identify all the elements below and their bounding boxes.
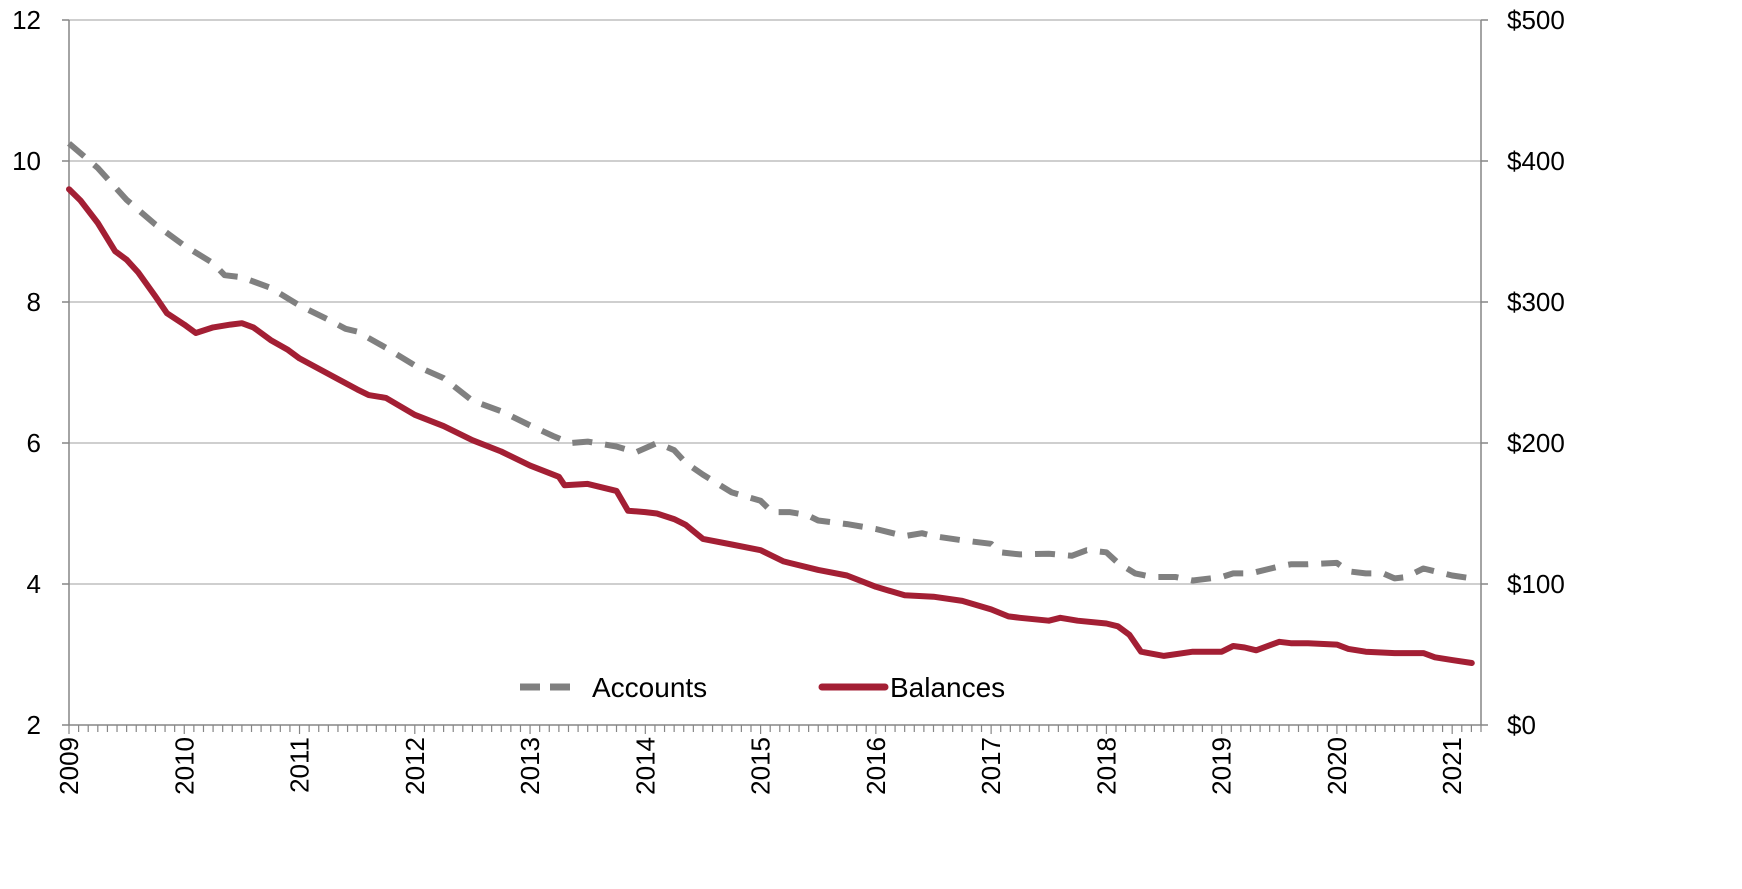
x-tick-label: 2021 (1437, 737, 1467, 795)
y-tick-label-left: 12 (12, 5, 41, 35)
y-tick-label-right: $300 (1507, 287, 1565, 317)
y-tick-label-right: $200 (1507, 428, 1565, 458)
legend-label-balances: Balances (890, 672, 1005, 703)
y-tick-label-right: $0 (1507, 710, 1536, 740)
x-tick-label: 2016 (861, 737, 891, 795)
axes: 2 4 6 8 10 12 $0 $100 $200 $300 $400 $500 2009 2010 20… (12, 5, 1565, 795)
x-tick-label: 2015 (746, 737, 776, 795)
y-tick-label-left: 10 (12, 146, 41, 176)
series-lines (66, 141, 1475, 666)
series-line-balances (66, 186, 1475, 666)
y-tick-label-left: 4 (27, 569, 41, 599)
series-line-accounts (67, 141, 1473, 584)
y-tick-label-left: 2 (27, 710, 41, 740)
x-tick-label: 2011 (285, 737, 315, 793)
legend-label-accounts: Accounts (592, 672, 707, 703)
x-tick-label: 2020 (1322, 737, 1352, 795)
x-tick-label: 2010 (169, 737, 199, 795)
y-tick-label-left: 8 (27, 287, 41, 317)
y-tick-label-right: $100 (1507, 569, 1565, 599)
legend: Accounts Balances (520, 672, 1005, 703)
x-tick-label: 2019 (1207, 737, 1237, 795)
x-tick-label: 2009 (54, 737, 84, 795)
y-tick-label-right: $400 (1507, 146, 1565, 176)
x-tick-label: 2013 (515, 737, 545, 795)
x-tick-label: 2017 (976, 737, 1006, 795)
y-tick-label-right: $500 (1507, 5, 1565, 35)
x-tick-label: 2012 (400, 737, 430, 795)
x-tick-label: 2018 (1091, 737, 1121, 795)
y-tick-label-left: 6 (27, 428, 41, 458)
x-tick-label: 2014 (630, 737, 660, 795)
gridlines (69, 19, 1481, 585)
